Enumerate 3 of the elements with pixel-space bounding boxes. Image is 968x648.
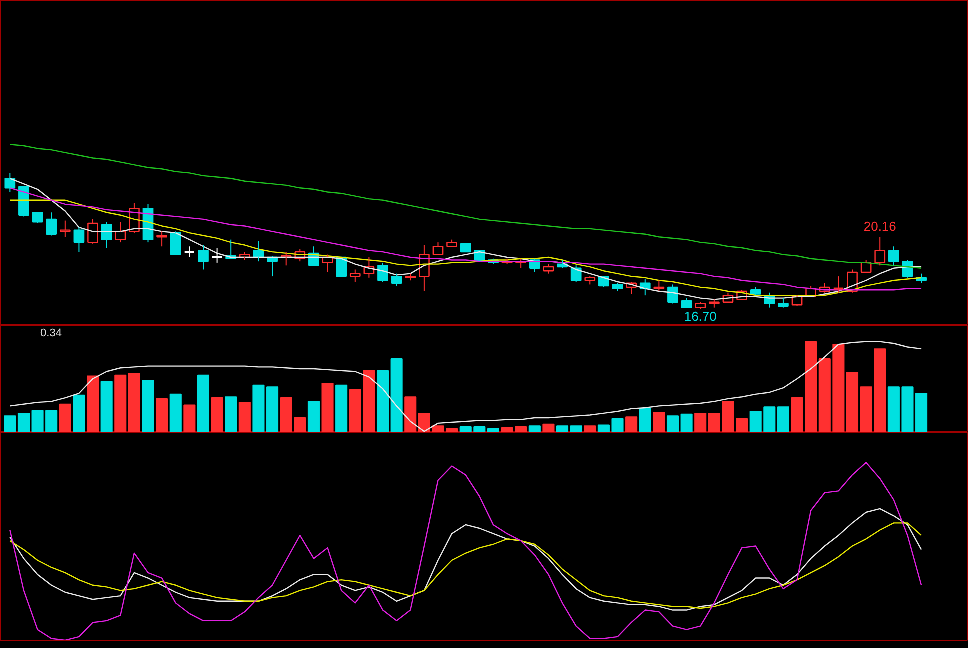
annotation: 20.16	[864, 219, 896, 234]
annotation: 16.70	[684, 309, 717, 324]
text: 0.34	[40, 328, 62, 340]
